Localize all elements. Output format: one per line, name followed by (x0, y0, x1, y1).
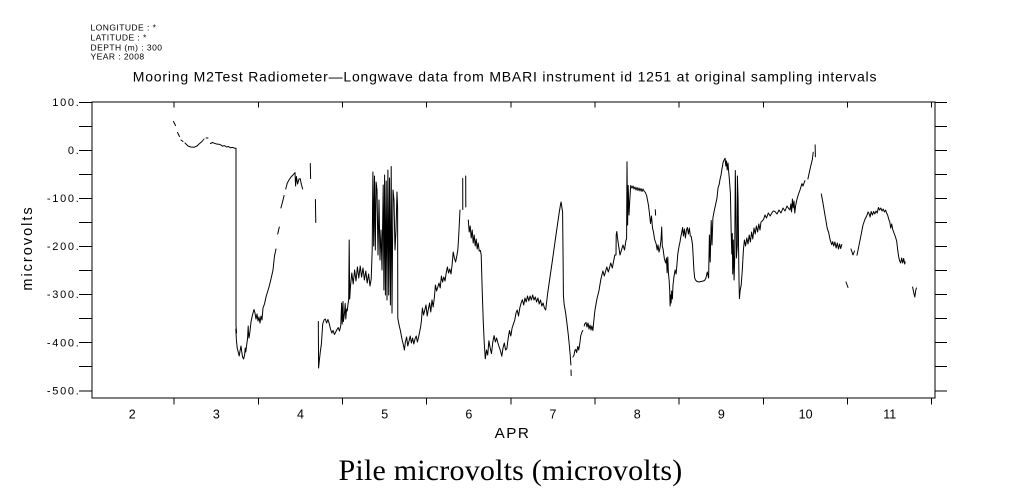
svg-text:Pile microvolts (microvolts): Pile microvolts (microvolts) (339, 454, 683, 487)
svg-text:11: 11 (883, 408, 896, 422)
svg-text:-400.: -400. (47, 337, 81, 349)
svg-text:DEPTH (m) : 300: DEPTH (m) : 300 (91, 43, 163, 53)
svg-text:-300.: -300. (47, 289, 81, 301)
svg-text:4: 4 (297, 408, 304, 422)
svg-text:2: 2 (129, 408, 136, 422)
svg-text:9: 9 (718, 408, 725, 422)
svg-text:LATITUDE : *: LATITUDE : * (91, 33, 147, 43)
svg-text:Mooring M2Test Radiometer—Long: Mooring M2Test Radiometer—Longwave data … (133, 69, 878, 85)
svg-text:6: 6 (465, 408, 472, 422)
svg-text:100.: 100. (52, 97, 80, 109)
svg-text:-100.: -100. (47, 193, 81, 205)
svg-text:APR: APR (495, 425, 531, 442)
svg-text:7: 7 (550, 408, 557, 422)
svg-text:microvolts: microvolts (20, 205, 36, 290)
svg-text:YEAR : 2008: YEAR : 2008 (91, 52, 145, 62)
svg-text:-200.: -200. (47, 241, 81, 253)
svg-text:5: 5 (381, 408, 388, 422)
svg-text:10: 10 (799, 408, 813, 422)
svg-text:-500.: -500. (47, 385, 81, 397)
svg-text:3: 3 (213, 408, 220, 422)
svg-text:8: 8 (634, 408, 641, 422)
svg-text:LONGITUDE : *: LONGITUDE : * (91, 22, 157, 32)
svg-text:0.: 0. (68, 145, 81, 157)
